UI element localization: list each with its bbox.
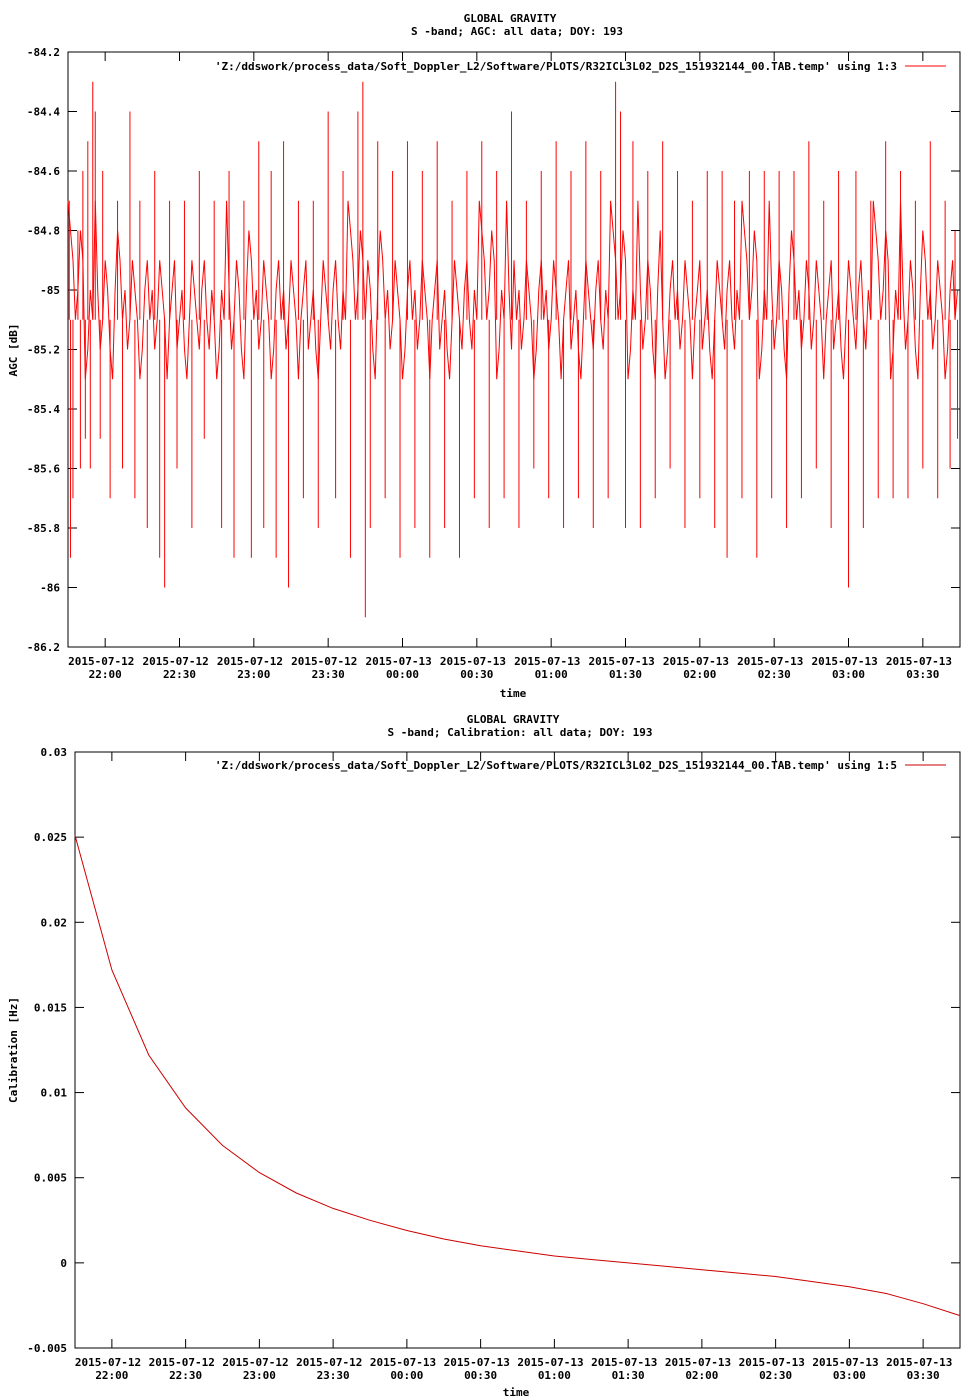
x-tick-time-label: 01:00	[535, 668, 568, 681]
x-tick-time-label: 23:30	[317, 1369, 350, 1382]
x-tick-date-label: 2015-07-13	[514, 655, 580, 668]
x-tick-time-label: 22:00	[89, 668, 122, 681]
y-tick-label: -84.2	[27, 46, 60, 59]
calibration-y-ticks: 0.03 0.025 0.02 0.015 0.01 0.005 0 -0.005	[27, 746, 960, 1355]
x-tick-time-label: 03:00	[833, 1369, 866, 1382]
x-tick-date-label: 2015-07-12	[68, 655, 134, 668]
y-tick-label: -85.6	[27, 463, 60, 476]
x-tick-time-label: 00:30	[464, 1369, 497, 1382]
y-tick-label: -85	[40, 284, 60, 297]
x-tick-time-label: 01:30	[609, 668, 642, 681]
calibration-chart: GLOBAL GRAVITY S -band; Calibration: all…	[7, 713, 961, 1399]
agc-x-axis-label: time	[500, 687, 527, 700]
agc-x-ticks: 2015-07-1222:002015-07-1222:302015-07-12…	[68, 52, 952, 681]
x-tick-time-label: 23:00	[237, 668, 270, 681]
x-tick-date-label: 2015-07-13	[366, 655, 432, 668]
y-tick-label: -84.8	[27, 225, 60, 238]
x-tick-date-label: 2015-07-12	[291, 655, 357, 668]
agc-chart-title: GLOBAL GRAVITY	[464, 12, 557, 25]
calibration-legend-label: 'Z:/ddswork/process_data/Soft_Doppler_L2…	[215, 759, 897, 772]
x-tick-date-label: 2015-07-13	[886, 1356, 952, 1369]
x-tick-date-label: 2015-07-13	[591, 1356, 657, 1369]
x-tick-date-label: 2015-07-13	[440, 655, 506, 668]
x-tick-date-label: 2015-07-13	[665, 1356, 731, 1369]
y-tick-label: 0.005	[34, 1172, 67, 1185]
x-tick-time-label: 02:00	[685, 1369, 718, 1382]
agc-legend-label: 'Z:/ddswork/process_data/Soft_Doppler_L2…	[215, 60, 897, 73]
x-tick-date-label: 2015-07-12	[296, 1356, 362, 1369]
x-tick-time-label: 23:30	[312, 668, 345, 681]
x-tick-date-label: 2015-07-13	[886, 655, 952, 668]
y-tick-label: -0.005	[27, 1342, 67, 1355]
x-tick-time-label: 03:30	[906, 668, 939, 681]
y-tick-label: -84.6	[27, 165, 60, 178]
x-tick-date-label: 2015-07-13	[812, 1356, 878, 1369]
y-tick-label: 0.01	[41, 1087, 68, 1100]
x-tick-time-label: 01:00	[538, 1369, 571, 1382]
x-tick-time-label: 00:00	[390, 1369, 423, 1382]
y-tick-label: -85.8	[27, 522, 60, 535]
x-tick-date-label: 2015-07-13	[663, 655, 729, 668]
agc-y-ticks: -84.2 -84.4 -84.6 -84.8 -85 -85.2 -85.4 -85.6 -8…	[27, 46, 960, 654]
x-tick-date-label: 2015-07-13	[812, 655, 878, 668]
y-tick-label: -86	[40, 582, 60, 595]
x-tick-date-label: 2015-07-12	[75, 1356, 141, 1369]
y-tick-label: -85.4	[27, 403, 60, 416]
y-tick-label: 0.025	[34, 831, 67, 844]
x-tick-time-label: 02:30	[758, 668, 791, 681]
x-tick-time-label: 03:30	[907, 1369, 940, 1382]
y-tick-label: -84.4	[27, 106, 60, 119]
y-tick-label: -86.2	[27, 641, 60, 654]
x-tick-time-label: 22:00	[95, 1369, 128, 1382]
x-tick-date-label: 2015-07-12	[143, 655, 209, 668]
x-tick-date-label: 2015-07-13	[737, 655, 803, 668]
x-tick-date-label: 2015-07-13	[739, 1356, 805, 1369]
x-tick-date-label: 2015-07-13	[444, 1356, 510, 1369]
calibration-y-axis-label: Calibration [Hz]	[7, 997, 20, 1103]
y-tick-label: 0.02	[41, 916, 68, 929]
x-tick-date-label: 2015-07-13	[370, 1356, 436, 1369]
y-tick-label: 0.03	[41, 746, 68, 759]
x-tick-time-label: 01:30	[612, 1369, 645, 1382]
agc-plot-frame	[67, 51, 961, 648]
calibration-chart-subtitle: S -band; Calibration: all data; DOY: 193	[388, 726, 653, 739]
calibration-x-ticks: 2015-07-1222:002015-07-1222:302015-07-12…	[75, 752, 952, 1382]
x-tick-time-label: 03:00	[832, 668, 865, 681]
calibration-series	[74, 835, 961, 1317]
x-tick-time-label: 00:30	[460, 668, 493, 681]
calibration-x-axis-label: time	[503, 1386, 530, 1399]
x-tick-date-label: 2015-07-13	[517, 1356, 583, 1369]
x-tick-date-label: 2015-07-12	[149, 1356, 215, 1369]
agc-series	[67, 81, 959, 618]
x-tick-time-label: 02:30	[759, 1369, 792, 1382]
calibration-chart-title: GLOBAL GRAVITY	[467, 713, 560, 726]
agc-chart-subtitle: S -band; AGC: all data; DOY: 193	[411, 25, 623, 38]
x-tick-time-label: 23:00	[243, 1369, 276, 1382]
x-tick-time-label: 22:30	[163, 668, 196, 681]
agc-chart: GLOBAL GRAVITY S -band; AGC: all data; D…	[7, 12, 961, 700]
x-tick-time-label: 22:30	[169, 1369, 202, 1382]
y-tick-label: 0	[60, 1257, 67, 1270]
x-tick-date-label: 2015-07-12	[222, 1356, 288, 1369]
x-tick-date-label: 2015-07-13	[589, 655, 655, 668]
calibration-series-line	[74, 835, 961, 1317]
calibration-plot-frame	[74, 751, 961, 1349]
x-tick-time-label: 00:00	[386, 668, 419, 681]
y-tick-label: -85.2	[27, 344, 60, 357]
agc-y-axis-label: AGC [dB]	[7, 324, 20, 377]
x-tick-date-label: 2015-07-12	[217, 655, 283, 668]
y-tick-label: 0.015	[34, 1001, 67, 1014]
x-tick-time-label: 02:00	[683, 668, 716, 681]
